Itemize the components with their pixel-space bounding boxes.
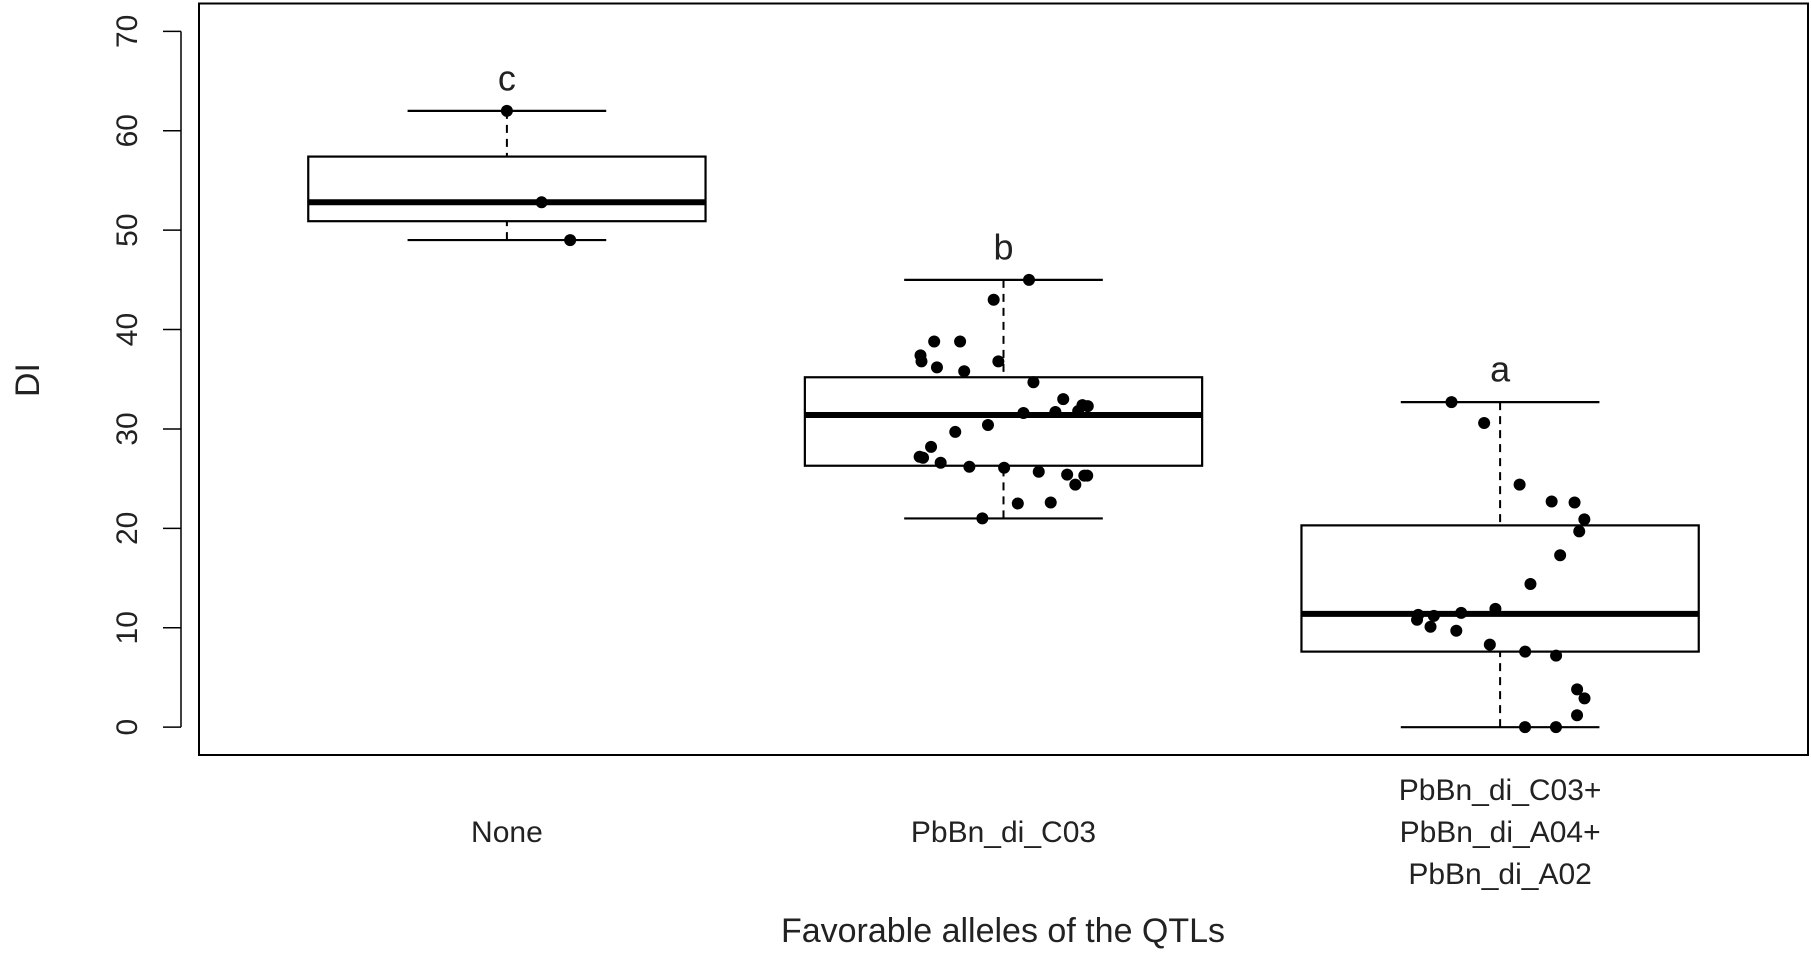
data-point: [1044, 496, 1057, 509]
data-point: [949, 425, 962, 438]
data-point: [925, 440, 938, 453]
data-point: [1554, 549, 1567, 562]
x-axis-label: Favorable alleles of the QTLs: [781, 912, 1225, 950]
data-point: [976, 512, 989, 525]
data-point: [934, 456, 947, 469]
data-point: [1081, 469, 1094, 482]
y-tick-label: 10: [111, 611, 144, 644]
data-point: [928, 335, 941, 348]
y-axis-label: DI: [9, 363, 47, 397]
data-point: [1027, 376, 1040, 389]
x-tick-label: PbBn_di_C03: [911, 816, 1096, 849]
significance-letter: a: [1490, 349, 1511, 390]
plot-frame: [198, 2, 1809, 756]
data-point: [1069, 478, 1082, 491]
data-point: [992, 355, 1005, 368]
data-point: [1545, 495, 1558, 508]
data-point: [1455, 606, 1468, 619]
data-point: [1578, 692, 1591, 705]
significance-letter: b: [993, 226, 1013, 267]
data-point: [1061, 468, 1074, 481]
data-point: [998, 461, 1011, 474]
data-point: [1411, 613, 1424, 626]
data-point: [1032, 465, 1045, 478]
data-point: [917, 451, 930, 464]
data-point: [1450, 624, 1463, 637]
data-point: [1081, 400, 1094, 413]
box: [803, 376, 1204, 467]
data-point: [1445, 396, 1458, 409]
data-point: [535, 196, 548, 209]
y-tick-label: 70: [111, 15, 144, 48]
data-point: [1478, 416, 1491, 429]
data-point: [981, 418, 994, 431]
data-point: [1049, 406, 1062, 419]
data-point: [1550, 649, 1563, 662]
box: [1300, 524, 1700, 653]
data-point: [958, 365, 971, 378]
data-point: [1424, 620, 1437, 633]
y-tick-label: 40: [111, 313, 144, 346]
data-point: [1573, 525, 1586, 538]
box: [307, 155, 707, 223]
data-point: [1519, 721, 1532, 734]
y-tick-label: 20: [111, 512, 144, 545]
data-point: [1519, 645, 1532, 658]
data-point: [1549, 721, 1562, 734]
data-point: [963, 460, 976, 473]
data-point: [1524, 578, 1537, 591]
x-tick-label: PbBn_di_C03+ PbBn_di_A04+ PbBn_di_A02: [1399, 774, 1602, 891]
data-point: [1483, 638, 1496, 651]
data-point: [1489, 602, 1502, 615]
data-point: [1022, 273, 1035, 286]
data-point: [1011, 497, 1024, 510]
data-point: [987, 293, 1000, 306]
y-tick-label: 60: [111, 114, 144, 147]
data-point: [930, 361, 943, 374]
data-point: [1057, 393, 1070, 406]
y-tick-label: 0: [111, 719, 144, 736]
data-point: [1427, 609, 1440, 622]
data-point: [1571, 683, 1584, 696]
data-point: [1513, 478, 1526, 491]
significance-letter: c: [498, 57, 516, 98]
data-point: [1072, 405, 1085, 418]
data-point: [1571, 709, 1584, 722]
data-point: [564, 234, 577, 247]
x-tick-label: None: [471, 816, 543, 849]
y-tick-label: 30: [111, 412, 144, 445]
data-point: [915, 355, 928, 368]
data-point: [1578, 513, 1591, 526]
data-point: [1017, 407, 1030, 420]
data-point: [1568, 496, 1581, 509]
y-tick-label: 50: [111, 213, 144, 246]
data-point: [500, 104, 513, 117]
data-point: [954, 335, 967, 348]
